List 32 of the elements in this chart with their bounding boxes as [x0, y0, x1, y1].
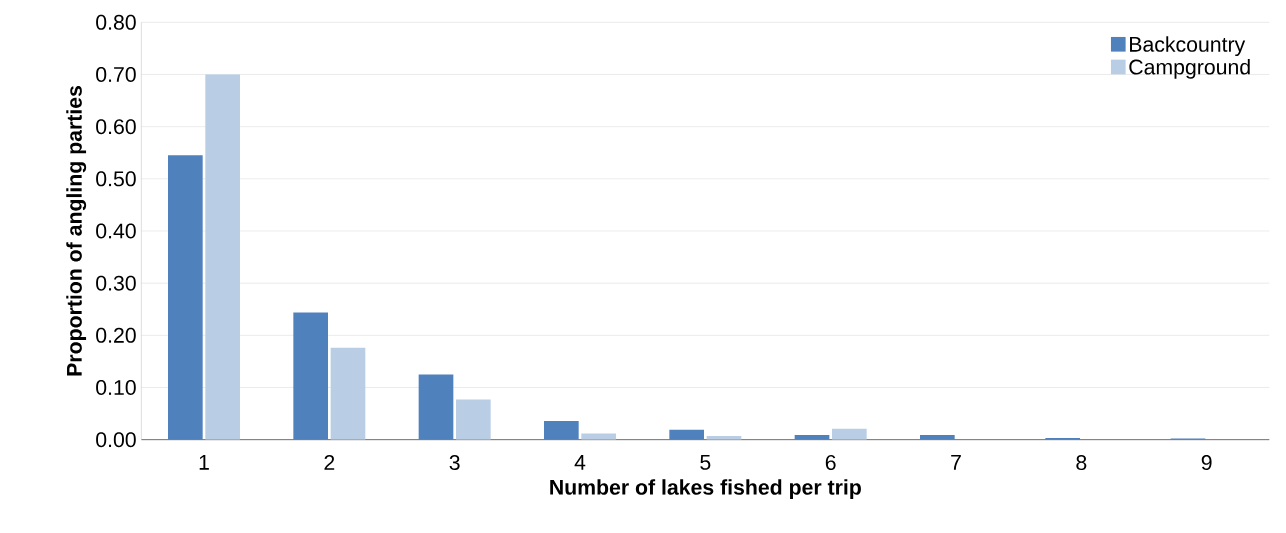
- bar: [168, 155, 203, 440]
- y-tick-label: 0.00: [96, 432, 136, 448]
- x-tick-label: 3: [449, 455, 460, 471]
- x-tick-label: 7: [951, 455, 961, 470]
- bar: [831, 428, 867, 440]
- x-tick-label: 9: [1201, 455, 1212, 471]
- bar: [455, 399, 491, 440]
- y-tick-label: 0.30: [96, 275, 136, 291]
- y-tick-label: 0.20: [96, 327, 136, 343]
- x-axis-title: Number of lakes fished per trip: [550, 479, 861, 500]
- bar: [418, 374, 454, 440]
- bar: [330, 347, 366, 440]
- y-tick-label: 0.50: [96, 171, 136, 187]
- x-tick-label: 5: [700, 455, 711, 470]
- y-tick-label: 0.60: [96, 119, 136, 135]
- x-tick-label: 6: [825, 455, 836, 471]
- x-tick-label: 8: [1076, 455, 1087, 471]
- legend-label: Campground: [1129, 58, 1250, 79]
- legend-label: Backcountry: [1130, 36, 1246, 57]
- y-axis-title: Proportion of angling parties: [66, 86, 87, 376]
- bar: [205, 74, 240, 440]
- x-tick-label: 1: [199, 455, 209, 470]
- bar: [293, 312, 329, 440]
- x-tick-label: 4: [574, 455, 586, 470]
- bar: [544, 420, 579, 440]
- y-tick-label: 0.80: [96, 14, 136, 30]
- bar: [669, 429, 705, 440]
- bar: [581, 433, 616, 440]
- y-tick-label: 0.40: [96, 223, 136, 239]
- x-tick-label: 2: [324, 455, 335, 470]
- y-tick-label: 0.70: [96, 66, 136, 83]
- y-tick-label: 0.10: [96, 379, 136, 396]
